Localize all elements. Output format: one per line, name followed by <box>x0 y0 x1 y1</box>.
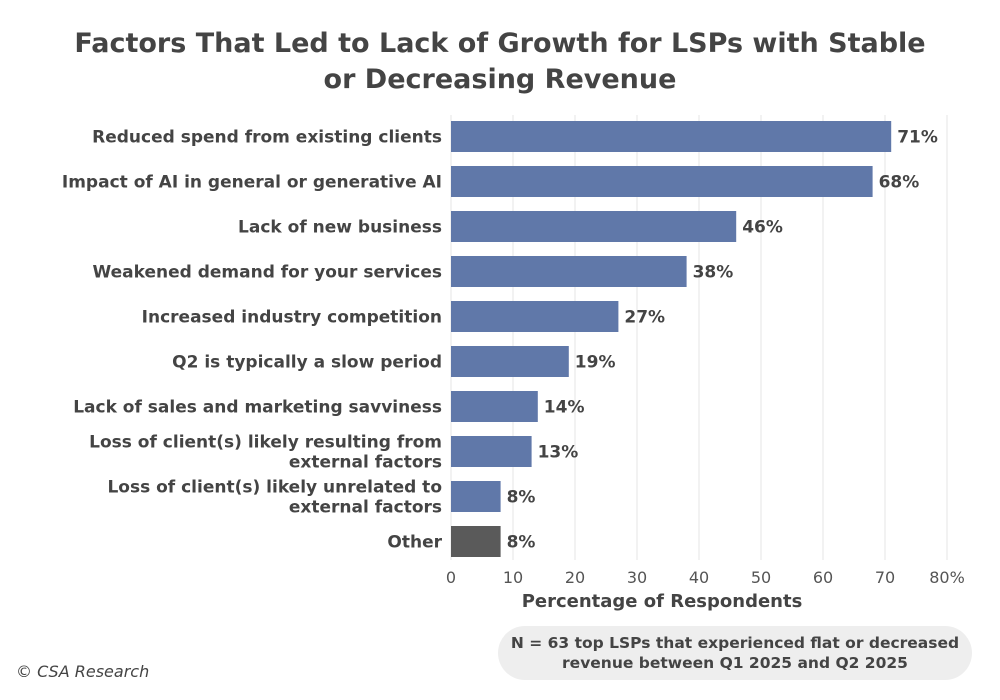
x-tick-label-0: 0 <box>446 568 456 587</box>
value-label-10: 8% <box>507 533 536 553</box>
value-label-9: 8% <box>507 488 536 508</box>
x-tick-label-10: 10 <box>503 568 523 587</box>
category-label-8: Loss of client(s) likely resulting from e… <box>89 433 442 473</box>
note-line-1: N = 63 top LSPs that experienced flat or… <box>510 634 960 652</box>
bar-7 <box>451 391 538 422</box>
value-label-2: 68% <box>879 173 920 193</box>
category-label-10-line-1: Other <box>387 533 442 553</box>
category-label-9-line-1: Loss of client(s) likely unrelated to <box>107 478 442 498</box>
value-label-1: 71% <box>897 128 938 148</box>
bar-chart: 71% Reduced spend from existing clients 68… <box>62 115 965 612</box>
category-label-10: Other <box>387 533 442 553</box>
note-line-2: revenue between Q1 2025 and Q2 2025 <box>562 654 908 672</box>
category-label-8-line-1: Loss of client(s) likely resulting from <box>89 433 442 453</box>
x-axis-title: Percentage of Respondents <box>522 591 803 612</box>
category-label-7: Lack of sales and marketing savviness <box>73 398 442 418</box>
value-label-6: 19% <box>575 353 616 373</box>
value-label-5: 27% <box>624 308 665 328</box>
category-label-6-line-1: Q2 is typically a slow period <box>172 353 442 373</box>
value-label-7: 14% <box>544 398 585 418</box>
value-label-8: 13% <box>538 443 579 463</box>
bar-1 <box>451 121 892 152</box>
category-label-4-line-1: Weakened demand for your services <box>92 263 442 283</box>
category-label-2-line-1: Impact of AI in general or generative AI <box>62 173 442 193</box>
category-label-5: Increased industry competition <box>142 308 442 328</box>
x-tick-label-30: 30 <box>627 568 647 587</box>
x-tick-label-40: 40 <box>689 568 709 587</box>
bar-6 <box>451 346 569 377</box>
bar-5 <box>451 301 619 332</box>
value-label-4: 38% <box>693 263 734 283</box>
chart-title: Factors That Led to Lack of Growth for L… <box>40 26 960 98</box>
bar-4 <box>451 256 687 287</box>
sample-size-note: N = 63 top LSPs that experienced flat or… <box>498 626 972 680</box>
category-label-3: Lack of new business <box>238 218 442 238</box>
category-label-6: Q2 is typically a slow period <box>172 353 442 373</box>
bar-10 <box>451 526 501 557</box>
x-tick-label-20: 20 <box>565 568 585 587</box>
x-tick-label-60: 60 <box>813 568 833 587</box>
bar-3 <box>451 211 737 242</box>
chart-title-line-1: Factors That Led to Lack of Growth for L… <box>74 28 926 59</box>
category-label-9-line-2: external factors <box>289 498 442 518</box>
category-label-1: Reduced spend from existing clients <box>92 128 442 148</box>
category-label-5-line-1: Increased industry competition <box>142 308 442 328</box>
value-label-3: 46% <box>742 218 783 238</box>
bar-9 <box>451 481 501 512</box>
category-label-2: Impact of AI in general or generative AI <box>62 173 442 193</box>
category-label-9: Loss of client(s) likely unrelated to ext… <box>107 478 442 518</box>
category-label-3-line-1: Lack of new business <box>238 218 442 238</box>
copyright-text: © CSA Research <box>16 662 150 681</box>
bar-2 <box>451 166 873 197</box>
category-label-8-line-2: external factors <box>289 453 442 473</box>
x-tick-label-50: 50 <box>751 568 771 587</box>
x-tick-label-70: 70 <box>875 568 895 587</box>
category-label-7-line-1: Lack of sales and marketing savviness <box>73 398 442 418</box>
chart-title-line-2: or Decreasing Revenue <box>323 64 677 95</box>
category-label-4: Weakened demand for your services <box>92 263 442 283</box>
x-tick-label-80: 80% <box>929 568 965 587</box>
category-label-1-line-1: Reduced spend from existing clients <box>92 128 442 148</box>
bar-8 <box>451 436 532 467</box>
